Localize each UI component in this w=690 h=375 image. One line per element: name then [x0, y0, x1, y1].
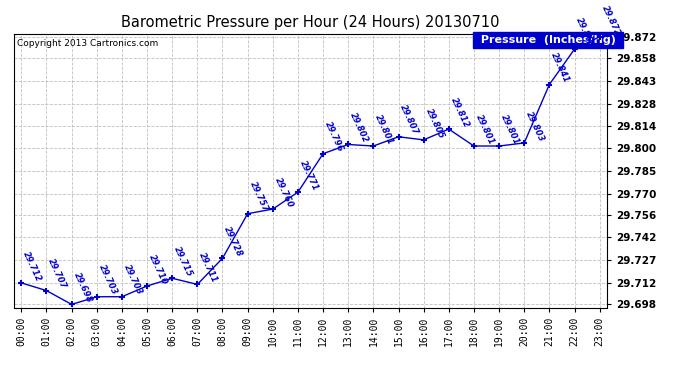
Text: 29.807: 29.807: [399, 104, 420, 137]
Text: 29.841: 29.841: [549, 51, 571, 84]
Text: 29.771: 29.771: [298, 159, 320, 192]
Text: 29.710: 29.710: [147, 253, 169, 286]
Text: 29.703: 29.703: [122, 264, 144, 297]
Text: 29.711: 29.711: [197, 251, 219, 284]
Text: 29.760: 29.760: [273, 176, 295, 209]
Text: 29.728: 29.728: [222, 225, 244, 258]
Text: 29.802: 29.802: [348, 111, 370, 144]
Text: 29.707: 29.707: [46, 257, 68, 291]
Text: 29.872: 29.872: [600, 4, 622, 37]
Text: 29.715: 29.715: [172, 245, 194, 278]
Text: 29.801: 29.801: [373, 113, 395, 146]
Text: 29.812: 29.812: [448, 96, 471, 129]
Title: Barometric Pressure per Hour (24 Hours) 20130710: Barometric Pressure per Hour (24 Hours) …: [121, 15, 500, 30]
Text: 29.703: 29.703: [97, 264, 119, 297]
Text: Copyright 2013 Cartronics.com: Copyright 2013 Cartronics.com: [17, 39, 158, 48]
Text: 29.757: 29.757: [248, 180, 270, 214]
Text: 29.712: 29.712: [21, 250, 43, 283]
Text: 29.805: 29.805: [424, 106, 446, 140]
Text: 29.698: 29.698: [72, 271, 94, 304]
Text: 29.864: 29.864: [575, 16, 596, 49]
Text: 29.796: 29.796: [323, 120, 345, 154]
Text: 29.801: 29.801: [474, 113, 496, 146]
Text: 29.801: 29.801: [499, 113, 521, 146]
Text: 29.803: 29.803: [524, 110, 546, 143]
Text: Pressure  (Inches/Hg): Pressure (Inches/Hg): [477, 35, 620, 45]
